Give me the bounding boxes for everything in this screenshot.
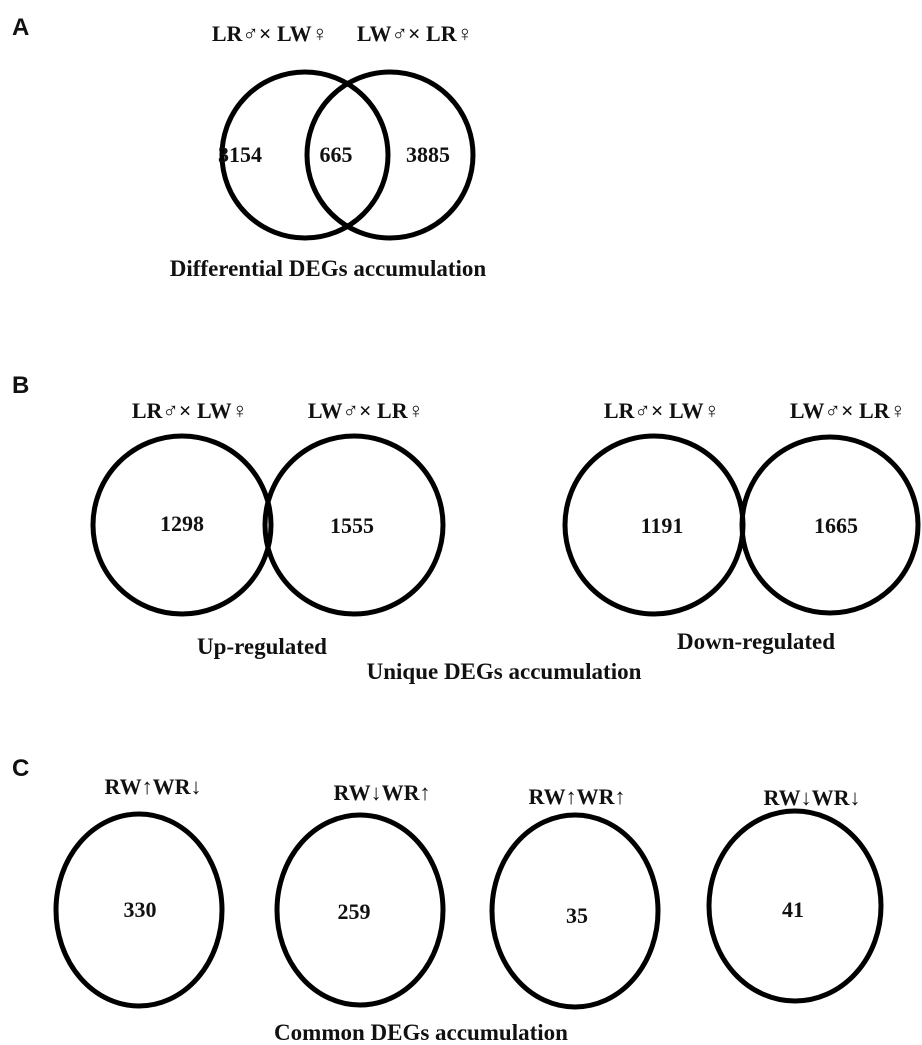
panel-b-up-circle-right [262,433,446,617]
panel-b-up-value-left: 1298 [160,511,204,536]
panel-b-caption: Unique DEGs accumulation [367,659,642,684]
panel-a-value-right: 3885 [406,142,450,167]
panel-a-circle-right [304,69,476,241]
panel-a-label-right: LW♂× LR♀ [357,21,473,46]
panel-b-down-group: LR♂× LW♀ LW♂× LR♀ 1191 1665 Down-regulat… [562,398,921,654]
panel-c-label-2: RW↓WR↑ [333,780,430,805]
panel-c-value-2: 259 [338,899,371,924]
panel-a: A LR♂× LW♀ LW♂× LR♀ 3154 665 3885 Differ… [12,14,486,281]
panel-c-circle-2 [274,812,446,1008]
panel-b-down-value-right: 1665 [814,513,858,538]
panel-c-label-3: RW↑WR↑ [528,784,625,809]
panel-a-letter: A [12,14,29,41]
panel-b: B LR♂× LW♀ LW♂× LR♀ 1298 1555 Up-regulat… [12,372,921,684]
panel-c-value-3: 35 [566,903,588,928]
panel-b-down-caption: Down-regulated [677,629,835,654]
panel-c: C RW↑WR↓ RW↓WR↑ RW↑WR↑ RW↓WR↓ 330 259 35… [12,755,884,1045]
panel-b-up-label-right: LW♂× LR♀ [308,398,424,423]
panel-b-down-value-left: 1191 [641,513,684,538]
panel-c-label-4: RW↓WR↓ [763,785,860,810]
panel-b-up-caption: Up-regulated [197,634,327,659]
panel-b-up-value-right: 1555 [330,513,374,538]
panel-c-letter: C [12,755,29,782]
panel-c-value-1: 330 [124,897,157,922]
panel-c-label-1: RW↑WR↓ [104,774,201,799]
panel-c-circle-1 [53,811,225,1009]
panel-a-caption: Differential DEGs accumulation [170,256,487,281]
panel-a-label-left: LR♂× LW♀ [212,21,328,46]
panel-c-value-4: 41 [782,897,804,922]
panel-b-letter: B [12,372,29,399]
panel-b-up-circle-left [90,433,274,617]
panel-b-down-label-left: LR♂× LW♀ [604,398,720,423]
panel-c-circle-4 [706,808,884,1004]
panel-a-value-overlap: 665 [320,142,353,167]
panel-c-caption: Common DEGs accumulation [274,1020,568,1045]
panel-b-down-label-right: LW♂× LR♀ [790,398,906,423]
panel-b-down-circle-right [739,434,921,616]
panel-a-value-left: 3154 [218,142,262,167]
panel-a-circle-left [219,69,391,241]
panel-c-circle-3 [489,812,661,1010]
panel-b-up-label-left: LR♂× LW♀ [132,398,248,423]
panel-b-up-group: LR♂× LW♀ LW♂× LR♀ 1298 1555 Up-regulated [90,398,446,659]
